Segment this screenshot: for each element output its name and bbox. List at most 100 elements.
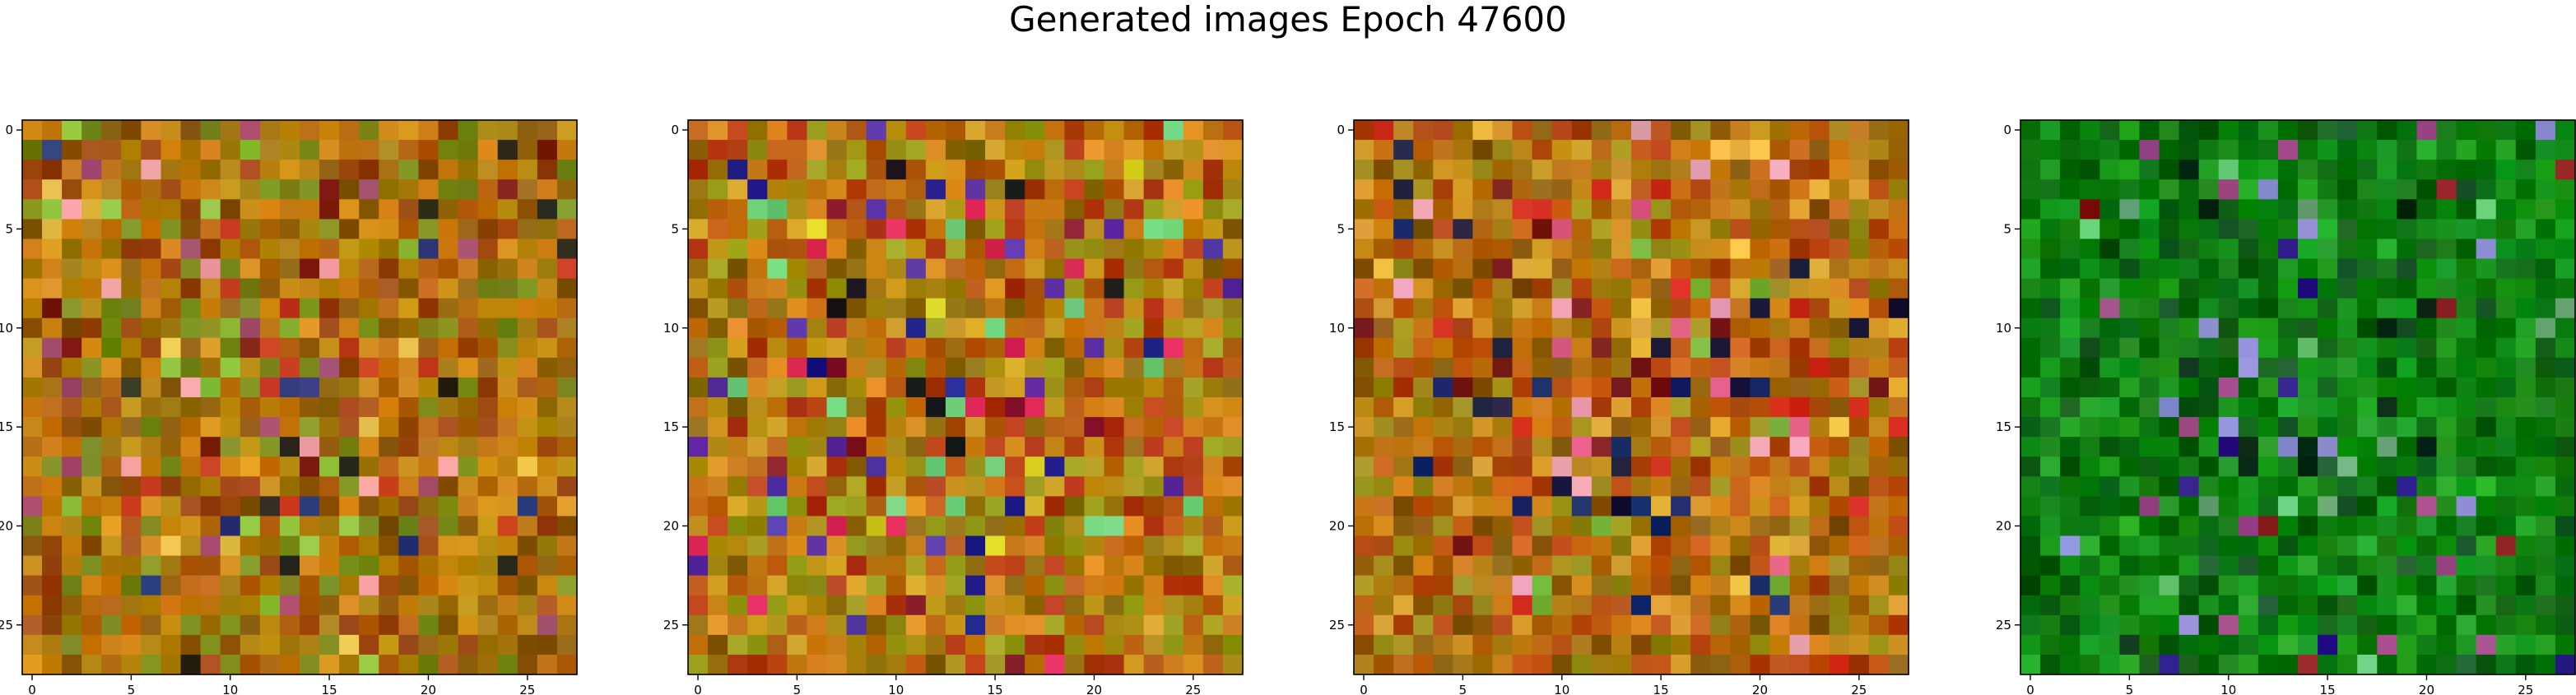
pixel [1064, 555, 1086, 577]
pixel [925, 575, 946, 596]
pixel [886, 317, 907, 339]
pixel [2535, 456, 2556, 477]
pixel [965, 456, 986, 477]
pixel [1492, 199, 1514, 220]
pixel [2080, 476, 2100, 497]
pixel [556, 634, 578, 656]
pixel [965, 437, 986, 457]
pixel [160, 179, 182, 200]
pixel [1888, 199, 1909, 220]
pixel [1374, 258, 1394, 280]
pixel [2555, 377, 2576, 398]
pixel [1413, 595, 1434, 616]
pixel [1571, 377, 1593, 398]
pixel [319, 239, 340, 260]
pixel [2119, 377, 2141, 398]
y-tick-label: 15 [0, 419, 13, 434]
pixel [1730, 516, 1751, 537]
pixel [2377, 239, 2397, 260]
pixel [1492, 437, 1514, 457]
pixel [2139, 377, 2160, 398]
pixel [1848, 614, 1870, 636]
pixel [846, 417, 867, 438]
pixel [2416, 199, 2438, 220]
pixel [2416, 456, 2438, 477]
pixel [279, 120, 300, 141]
pixel [22, 199, 43, 220]
pixel [2318, 654, 2338, 675]
pixel [1143, 278, 1165, 299]
pixel [905, 179, 927, 200]
pixel [62, 179, 82, 200]
pixel [1064, 456, 1086, 477]
pixel [517, 456, 538, 477]
pixel [1829, 219, 1850, 240]
pixel [42, 496, 63, 517]
pixel [22, 634, 43, 656]
pixel [905, 377, 927, 398]
pixel [1888, 535, 1909, 557]
pixel [1064, 357, 1086, 378]
pixel [1163, 278, 1184, 299]
pixel [1163, 258, 1184, 280]
pixel [1730, 614, 1751, 636]
pixel [1888, 476, 1909, 497]
pixel [2159, 595, 2180, 616]
pixel [2397, 654, 2418, 675]
pixel [1413, 417, 1434, 438]
pixel [2178, 258, 2200, 280]
pixel [2277, 357, 2299, 378]
pixel [1551, 239, 1573, 260]
pixel [1789, 614, 1811, 636]
pixel [1104, 654, 1125, 675]
pixel [1393, 199, 1414, 220]
pixel [259, 140, 281, 160]
pixel [2318, 317, 2338, 339]
pixel [945, 516, 966, 537]
pixel [2298, 476, 2318, 497]
pixel [141, 476, 162, 497]
pixel [2298, 337, 2318, 359]
pixel [339, 555, 360, 577]
pixel [1354, 496, 1374, 517]
pixel [905, 595, 927, 616]
pixel [556, 337, 578, 359]
pixel [1183, 535, 1204, 557]
pixel [1084, 298, 1105, 319]
pixel [379, 614, 399, 636]
pixel [1829, 535, 1850, 557]
generated-image-2 [688, 120, 1244, 675]
pixel [1829, 516, 1850, 537]
pixel [160, 219, 182, 240]
pixel [300, 377, 320, 398]
pixel [2159, 535, 2180, 557]
pixel [1671, 199, 1691, 220]
pixel [2555, 437, 2576, 457]
pixel [2178, 140, 2200, 160]
pixel [1789, 654, 1811, 675]
pixel [1710, 555, 1731, 577]
pixel [180, 160, 202, 180]
pixel [398, 258, 420, 280]
pixel [200, 496, 221, 517]
pixel [2535, 377, 2556, 398]
pixel [2416, 555, 2438, 577]
pixel [2099, 417, 2120, 438]
pixel [1730, 496, 1751, 517]
pixel [1750, 535, 1771, 557]
pixel [1005, 219, 1025, 240]
pixel [379, 239, 399, 260]
pixel [22, 219, 43, 240]
pixel [141, 377, 162, 398]
pixel [2337, 634, 2358, 656]
pixel [1084, 614, 1105, 636]
pixel [1005, 337, 1025, 359]
pixel [1123, 397, 1145, 418]
pixel [1005, 317, 1025, 339]
pixel [1789, 278, 1811, 299]
pixel [220, 357, 241, 378]
pixel [2456, 278, 2477, 299]
pixel [477, 278, 499, 299]
pixel [42, 317, 63, 339]
pixel [2060, 437, 2081, 457]
